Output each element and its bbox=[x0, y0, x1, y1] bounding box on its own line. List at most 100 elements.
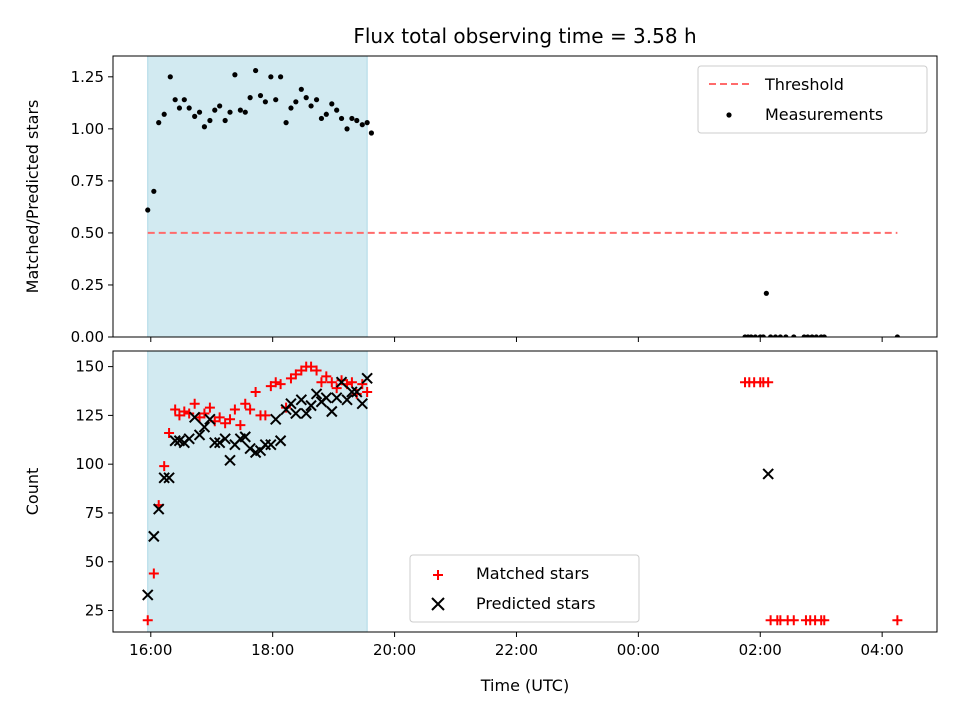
measurement-point bbox=[192, 113, 198, 119]
measurement-point bbox=[268, 74, 274, 80]
measurement-point bbox=[278, 74, 284, 80]
x-tick-label: 04:00 bbox=[861, 641, 904, 659]
y-tick-label: 100 bbox=[75, 455, 104, 473]
measurement-point bbox=[283, 120, 289, 126]
y-tick-label: 0.75 bbox=[71, 172, 104, 190]
predicted-star-marker bbox=[356, 397, 368, 410]
observing-window-band bbox=[147, 56, 368, 337]
matched-star-marker bbox=[892, 615, 903, 626]
predicted-star-marker bbox=[244, 442, 256, 455]
measurement-point bbox=[207, 117, 213, 124]
measurement-point bbox=[253, 67, 259, 74]
measurement-point bbox=[186, 105, 192, 111]
legend-predicted-swatch bbox=[431, 597, 445, 611]
matched-star-marker bbox=[326, 377, 337, 388]
y-tick-label: 50 bbox=[85, 553, 104, 571]
chart-title: Flux total observing time = 3.58 h bbox=[353, 24, 696, 48]
x-tick-label: 18:00 bbox=[251, 641, 294, 659]
measurement-point bbox=[262, 99, 268, 105]
measurement-point bbox=[313, 97, 320, 103]
predicted-star-marker bbox=[341, 394, 353, 406]
y-tick-label: 0.00 bbox=[71, 328, 104, 346]
matched-star-marker bbox=[159, 461, 170, 472]
measurement-point bbox=[329, 101, 335, 107]
measurement-point bbox=[763, 290, 769, 296]
predicted-star-marker bbox=[305, 399, 317, 412]
y-tick-label: 150 bbox=[75, 358, 104, 376]
x-tick-label: 02:00 bbox=[739, 641, 782, 659]
observing-window-band bbox=[147, 351, 368, 632]
measurement-point bbox=[227, 109, 233, 115]
measurement-point bbox=[151, 188, 157, 194]
predicted-star-marker bbox=[285, 397, 297, 410]
legend: Matched stars Predicted stars bbox=[409, 554, 640, 623]
y-tick-label: 25 bbox=[85, 602, 104, 620]
matched-star-marker bbox=[819, 615, 830, 626]
predicted-star-marker bbox=[270, 413, 282, 426]
predicted-star-marker bbox=[183, 433, 195, 445]
matched-star-marker bbox=[362, 386, 373, 397]
measurement-point bbox=[222, 117, 228, 124]
axes-frame bbox=[112, 350, 938, 633]
measurement-point bbox=[298, 86, 304, 92]
matched-star-marker bbox=[788, 615, 799, 626]
measurement-point bbox=[809, 334, 815, 337]
matched-star-marker bbox=[229, 404, 240, 415]
measurement-point bbox=[368, 130, 375, 136]
matched-star-marker bbox=[245, 404, 256, 415]
y-tick-label: 1.25 bbox=[71, 68, 104, 86]
y-tick-label: 125 bbox=[75, 406, 104, 424]
measurement-point bbox=[364, 120, 370, 126]
matched-star-marker bbox=[199, 408, 210, 419]
measurement-point bbox=[217, 103, 223, 109]
measurement-point bbox=[748, 334, 754, 337]
measurement-point bbox=[288, 105, 294, 111]
matched-star-marker bbox=[179, 406, 190, 417]
matched-star-marker bbox=[306, 361, 317, 372]
predicted-star-marker bbox=[300, 407, 312, 420]
matched-star-marker bbox=[311, 365, 322, 376]
matched-star-marker bbox=[250, 386, 261, 397]
predicted-star-marker bbox=[239, 431, 251, 443]
measurement-point bbox=[303, 95, 309, 101]
legend-threshold-label: Threshold bbox=[764, 75, 844, 94]
measurement-point bbox=[161, 111, 167, 117]
measurement-point bbox=[293, 99, 299, 105]
matched-star-marker bbox=[275, 379, 286, 390]
measurement-point bbox=[752, 334, 758, 337]
matched-star-marker bbox=[189, 398, 200, 409]
measurement-point bbox=[176, 105, 183, 111]
measurement-point bbox=[237, 107, 243, 113]
predicted-star-marker bbox=[290, 407, 302, 420]
measurement-point bbox=[212, 107, 218, 113]
matched-star-marker bbox=[270, 377, 281, 388]
predicted-star-marker bbox=[198, 421, 211, 433]
measurement-point bbox=[181, 97, 187, 103]
predicted-star-marker bbox=[351, 386, 363, 398]
measurement-point bbox=[196, 109, 203, 115]
measurement-point bbox=[338, 115, 345, 122]
y-axis-label: Count bbox=[23, 468, 42, 516]
y-tick-label: 1.00 bbox=[71, 120, 104, 138]
predicted-star-marker bbox=[204, 413, 216, 426]
matched-star-marker bbox=[316, 377, 327, 388]
y-axis-label: Matched/Predicted stars bbox=[23, 100, 42, 294]
measurement-point bbox=[760, 334, 766, 337]
measurement-point bbox=[323, 111, 329, 117]
legend-matched-label: Matched stars bbox=[476, 564, 589, 583]
x-axis-label: Time (UTC) bbox=[480, 676, 569, 695]
predicted-star-marker bbox=[330, 392, 343, 404]
y-tick-label: 0.50 bbox=[71, 224, 104, 242]
measurement-point bbox=[257, 92, 264, 99]
measurement-point bbox=[201, 124, 208, 130]
measurement-point bbox=[813, 334, 819, 337]
predicted-star-marker bbox=[219, 433, 231, 445]
measurement-point bbox=[273, 97, 279, 103]
matched-star-marker bbox=[235, 420, 246, 431]
predicted-star-marker bbox=[265, 438, 277, 451]
predicted-star-marker bbox=[310, 388, 323, 400]
measurement-point bbox=[772, 334, 779, 337]
matched-star-marker bbox=[184, 408, 195, 419]
matched-star-marker bbox=[240, 398, 251, 409]
